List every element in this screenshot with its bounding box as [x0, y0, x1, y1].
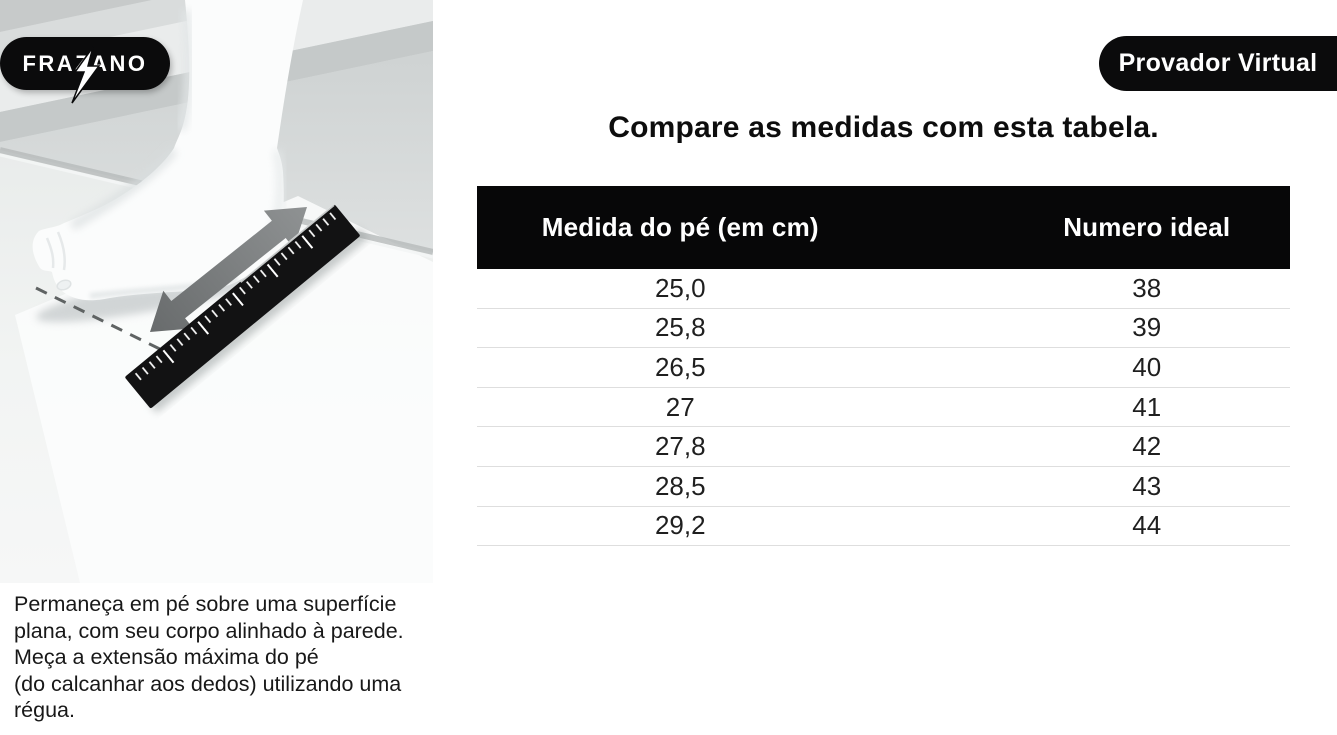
cell-foot-measure: 28,5: [654, 470, 706, 501]
cell-foot-measure: 27: [665, 391, 695, 422]
provador-virtual-badge: Provador Virtual: [1099, 36, 1337, 91]
table-row: 27,8 42: [477, 427, 1290, 467]
cell-foot-measure: 29,2: [654, 510, 706, 541]
table-row: 26,5 40: [477, 348, 1290, 388]
cell-foot-measure: 26,5: [654, 351, 706, 382]
cell-ideal-size: 43: [1132, 470, 1162, 501]
cell-foot-measure: 25,8: [654, 312, 706, 343]
cell-foot-measure: 25,0: [654, 272, 706, 303]
table-row: 25,0 38: [477, 269, 1290, 309]
toe-dashed-line: [35, 286, 179, 360]
ruler-icon: [125, 204, 369, 413]
provador-virtual-label: Provador Virtual: [1118, 49, 1318, 77]
cell-foot-measure: 27,8: [654, 431, 706, 462]
table-row: 28,5 43: [477, 466, 1290, 507]
cell-ideal-size: 42: [1132, 431, 1162, 462]
measure-arrow-icon: [150, 207, 307, 332]
size-table-header: Medida do pé (em cm) Numero ideal: [477, 186, 1290, 269]
foot-measurement-photo: FRAZANO: [0, 0, 433, 583]
brand-logo-badge: FRAZANO: [0, 37, 170, 104]
table-row: 25,8 39: [477, 308, 1290, 349]
page-title: Compare as medidas com esta tabela.: [608, 111, 1159, 144]
measurement-instructions: Permaneça em pé sobre uma superfície pla…: [14, 592, 404, 723]
column-header-ideal-size: Numero ideal: [1063, 212, 1231, 242]
column-header-foot-measure: Medida do pé (em cm): [541, 212, 819, 242]
cell-ideal-size: 41: [1132, 391, 1162, 422]
cell-ideal-size: 38: [1132, 272, 1162, 303]
table-row: 29,2 44: [477, 506, 1290, 547]
size-table: Medida do pé (em cm) Numero ideal 25,0 3…: [477, 186, 1290, 547]
cell-ideal-size: 44: [1132, 510, 1162, 541]
cell-ideal-size: 40: [1132, 351, 1162, 382]
table-row: 27 41: [477, 387, 1290, 428]
lightning-bolt-icon: [71, 46, 101, 104]
cell-ideal-size: 39: [1132, 312, 1162, 343]
